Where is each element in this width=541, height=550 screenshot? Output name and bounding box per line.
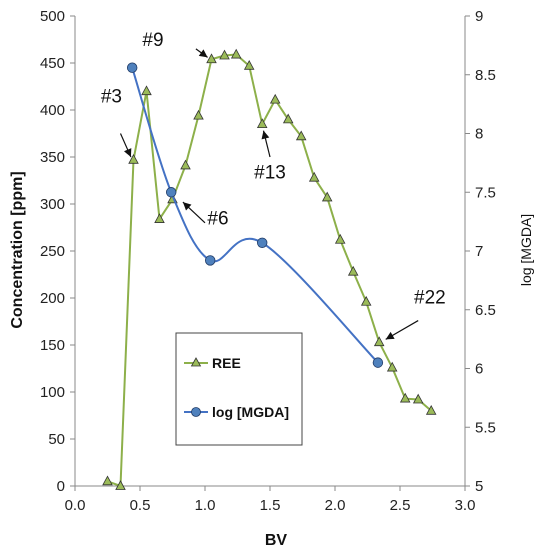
ree-point (334, 233, 346, 244)
ree-point (412, 393, 424, 404)
annotation-label: #6 (207, 209, 228, 230)
ree-point (154, 213, 165, 223)
y-axis-title: Concentration [ppm] (9, 171, 26, 328)
ree-point (243, 59, 255, 70)
y2-tick-label: 8.5 (475, 67, 496, 84)
ree-point (269, 93, 281, 104)
mgda-point (165, 187, 177, 198)
ree-line (107, 53, 432, 487)
y-tick-label: 150 (40, 337, 65, 354)
y2-tick-label: 5.5 (475, 419, 496, 436)
x-tick-label: 0.0 (65, 497, 86, 514)
ree-point (219, 49, 230, 60)
y-tick-label: 250 (40, 243, 65, 260)
annotation-label: #22 (414, 288, 446, 309)
x-axis-title: BV (265, 532, 288, 549)
axes (70, 15, 470, 491)
ree-point (308, 171, 320, 182)
ree-point (128, 153, 139, 164)
x-tick-label: 0.5 (130, 497, 151, 514)
annotation-arrowhead (182, 202, 192, 211)
ree-point (256, 118, 268, 128)
ree-point (180, 159, 191, 170)
annotation-arrowhead (124, 148, 132, 157)
y2-tick-label: 6 (475, 361, 483, 378)
annotation-label: #3 (101, 86, 122, 107)
ree-point (206, 53, 217, 64)
ree-point (141, 85, 152, 96)
y2-tick-label: 7.5 (475, 184, 496, 201)
ree-point (347, 265, 359, 276)
series-mgda (126, 62, 384, 368)
legend-label-mgda: log [MGDA] (212, 404, 289, 420)
legend-label-ree: REE (212, 355, 241, 371)
ree-point (373, 336, 385, 347)
y2-axis-title: log [MGDA] (518, 214, 534, 286)
y-tick-label: 300 (40, 196, 65, 213)
legend-marker-ree (190, 357, 202, 367)
y-tick-label: 100 (40, 384, 65, 401)
annotation-arrowhead (198, 49, 208, 58)
ree-point (425, 404, 437, 415)
y-tick-label: 500 (40, 8, 65, 25)
y-tick-label: 0 (57, 478, 65, 495)
ree-point (360, 295, 372, 306)
x-tick-label: 2.0 (325, 497, 346, 514)
ree-point (399, 392, 411, 403)
y2-tick-label: 8 (475, 126, 483, 143)
mgda-line (131, 67, 379, 364)
y-tick-label: 200 (40, 290, 65, 307)
ree-point (115, 480, 126, 490)
y-tick-label: 350 (40, 149, 65, 166)
mgda-point (257, 237, 268, 248)
legend-marker-mgda (191, 407, 201, 417)
mgda-point (126, 62, 138, 73)
y2-tick-label: 5 (475, 478, 483, 495)
annotation-arrowhead (261, 130, 270, 140)
legend: REE log [MGDA] (175, 332, 303, 446)
ree-point (295, 130, 307, 141)
y-tick-label: 400 (40, 102, 65, 119)
mgda-point (204, 255, 216, 266)
annotation-label: #13 (254, 163, 286, 184)
ree-point (386, 361, 398, 372)
ree-point (321, 191, 333, 202)
ree-point (193, 109, 204, 120)
x-tick-label: 3.0 (455, 497, 476, 514)
ree-point (282, 113, 294, 124)
x-tick-label: 2.5 (390, 497, 411, 514)
y2-tick-label: 6.5 (475, 302, 496, 319)
annotation-arrowhead (385, 331, 395, 340)
y2-tick-label: 9 (475, 8, 483, 25)
ree-point (230, 48, 242, 59)
annotation-label: #9 (142, 30, 163, 51)
annotations: #3 #9 #6 #13 #22 (101, 30, 446, 340)
ree-point (102, 475, 113, 486)
tick-labels: 0.0 0.5 1.0 1.5 2.0 2.5 3.0 0 50 100 150 200 250 300 3… (40, 8, 496, 514)
y2-tick-label: 7 (475, 243, 483, 260)
y-tick-label: 450 (40, 55, 65, 72)
x-tick-label: 1.0 (195, 497, 216, 514)
legend-box (175, 332, 303, 446)
y-tick-label: 50 (48, 431, 65, 448)
series-ree (102, 48, 437, 490)
x-tick-label: 1.5 (260, 497, 281, 514)
mgda-point (372, 357, 384, 368)
